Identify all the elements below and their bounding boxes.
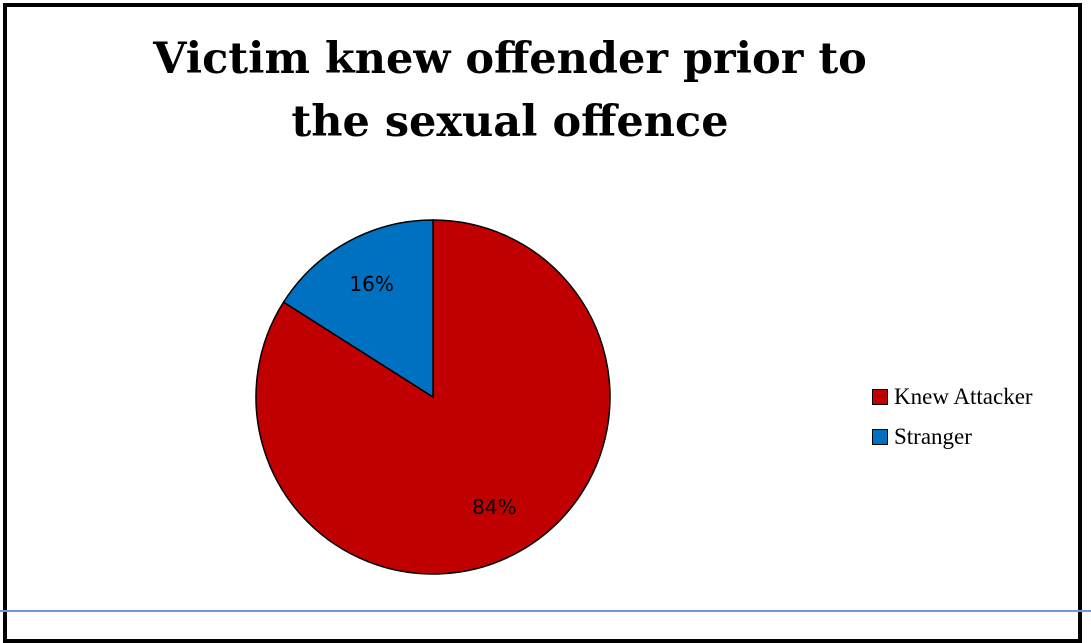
data-label-stranger: 16%: [349, 272, 393, 296]
legend-swatch-knew-attacker: [872, 389, 888, 405]
chart-title: Victim knew offender prior to the sexual…: [153, 34, 867, 147]
legend-item-stranger: Stranger: [872, 424, 972, 450]
pie-labels: 84% 16%: [349, 272, 516, 519]
pie-slice-stranger: [282, 219, 434, 399]
data-label-knew-attacker: 84%: [472, 495, 516, 519]
pie-slices: [255, 219, 611, 575]
legend-item-knew-attacker: Knew Attacker: [872, 384, 1033, 410]
bottom-rule: [0, 610, 1091, 612]
legend-label-stranger: Stranger: [894, 424, 972, 449]
pie-slice-knew-attacker: [255, 219, 611, 575]
legend-swatch-stranger: [872, 429, 888, 445]
pie-chart: 84% 16%: [255, 219, 611, 575]
legend-label-knew-attacker: Knew Attacker: [894, 384, 1033, 409]
